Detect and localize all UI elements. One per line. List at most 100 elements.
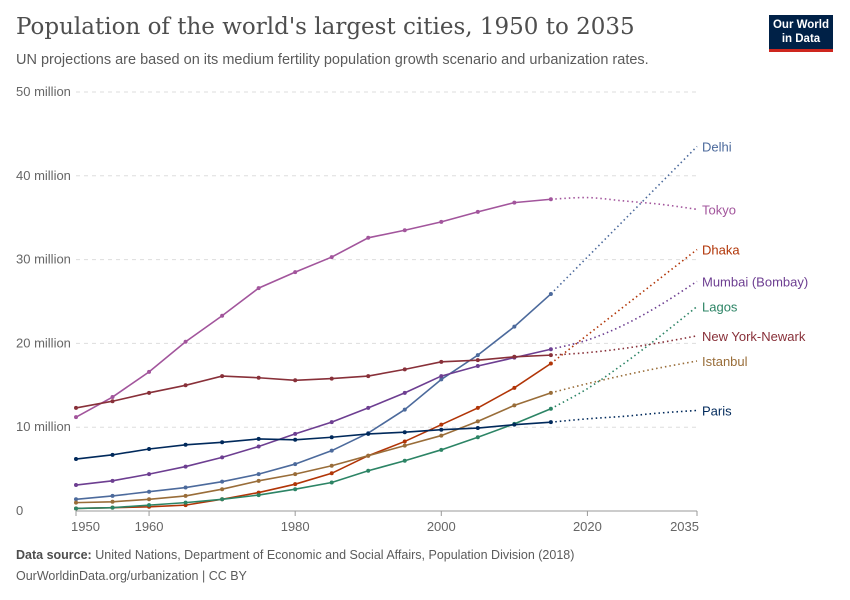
data-point [220,487,225,492]
series-lines [74,145,698,511]
series-tokyo [74,196,698,420]
data-point [402,228,407,233]
series-label: Tokyo [702,202,736,217]
data-point [548,406,553,411]
data-point [74,483,78,488]
data-point [74,497,78,502]
data-point [147,497,152,502]
data-source: Data source: United Nations, Department … [16,548,574,562]
data-point [256,472,261,477]
data-point [220,440,225,445]
data-point [147,489,152,494]
x-tick-label: 2035 [670,519,699,534]
series-line [75,421,551,460]
series-line [75,408,552,510]
data-point [183,383,188,388]
data-point [475,364,480,369]
data-point [402,390,407,395]
data-point [329,448,334,453]
data-point [329,376,334,381]
source-label: Data source: [16,548,92,562]
series-label: Dhaka [702,243,740,258]
projection-line [550,335,698,356]
data-point [439,377,444,382]
series-istanbul [74,360,698,505]
data-point [183,442,188,447]
data-point [74,457,78,462]
data-point [293,270,298,275]
data-point [183,493,188,498]
data-point [329,471,334,476]
series-line [75,293,552,501]
projection-line [550,280,698,351]
series-line [75,348,552,486]
series-label: Delhi [702,139,732,154]
data-point [475,426,480,431]
data-point [366,235,371,240]
data-point [366,453,371,458]
data-point [439,374,444,379]
chart-subtitle: UN projections are based on its medium f… [16,52,649,68]
data-point [402,407,407,412]
source-url[interactable]: OurWorldinData.org/urbanization | CC BY [16,569,247,583]
projection-line [550,248,698,365]
y-tick-label: 20 million [16,335,71,350]
data-point [256,375,261,380]
data-point [439,427,444,432]
y-tick-label: 10 million [16,419,71,434]
series-new-york-newark [74,335,698,410]
data-point [110,499,115,504]
data-point [475,419,480,424]
projection-line [550,196,698,211]
owid-logo[interactable]: Our World in Data [769,15,833,52]
data-point [512,385,517,390]
grid [76,91,697,428]
data-point [402,430,407,435]
y-tick-label: 40 million [16,168,71,183]
data-point [402,443,407,448]
data-point [183,485,188,490]
series-label: Mumbai (Bombay) [702,274,808,289]
data-point [110,493,115,498]
source-text: United Nations, Department of Economic a… [95,548,575,562]
data-point [293,482,298,487]
series-delhi [74,145,698,502]
projection-line [550,360,698,394]
series-label: Paris [702,403,732,418]
series-mumbai-bombay- [74,280,698,488]
data-point [548,390,553,395]
data-point [147,369,152,374]
x-tick-label: 1960 [135,519,164,534]
data-point [74,415,78,420]
data-point [220,313,225,318]
data-point [256,286,261,291]
projection-line [550,305,698,410]
data-point [74,500,78,505]
data-point [256,478,261,483]
data-point [183,464,188,469]
data-point [147,446,152,451]
data-point [366,374,371,379]
series-paris [74,409,698,462]
data-point [402,439,407,444]
data-point [512,403,517,408]
data-point [329,480,334,485]
data-point [293,462,298,467]
data-point [293,437,298,442]
data-point [548,291,553,296]
data-point [329,420,334,425]
series-line [75,354,551,409]
data-point [293,378,298,383]
data-point [439,422,444,427]
data-point [439,359,444,364]
data-point [475,435,480,440]
data-point [256,493,261,498]
data-point [183,500,188,505]
data-point [475,405,480,410]
y-tick-label: 30 million [16,252,71,267]
data-point [512,200,517,205]
y-tick-label: 50 million [16,84,71,99]
data-point [110,395,115,400]
data-point [548,420,553,425]
projection-line [550,409,698,423]
